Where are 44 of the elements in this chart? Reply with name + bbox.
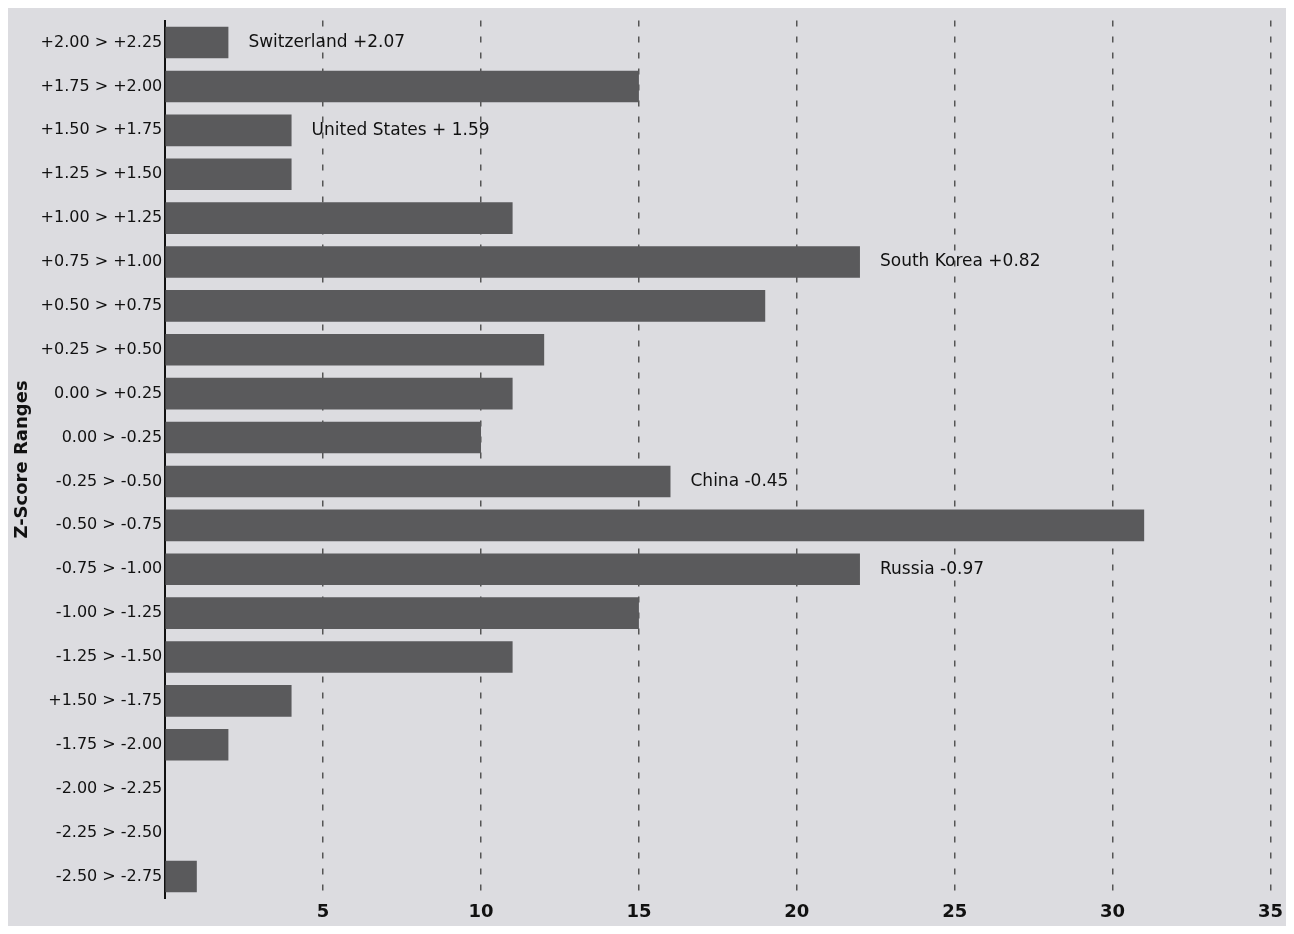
y-tick-label: -1.75 > -2.00 (55, 733, 163, 753)
y-tick-label: +1.75 > +2.00 (40, 75, 163, 95)
annotation: Russia -0.97 (879, 557, 985, 578)
y-tick-label: +0.50 > +0.75 (40, 295, 163, 315)
x-tick-label: 20 (784, 899, 810, 921)
x-tick-label: 30 (1100, 899, 1126, 921)
y-tick-label: -0.25 > -0.50 (55, 470, 163, 490)
annotation: South Korea +0.82 (879, 250, 1041, 271)
bar (165, 114, 292, 147)
x-tick-label: 5 (316, 899, 330, 921)
bar (165, 26, 229, 59)
y-tick-label: +1.50 > -1.75 (48, 690, 163, 710)
y-tick-label: -2.00 > -2.25 (55, 777, 163, 797)
bar (165, 465, 671, 498)
bar (165, 158, 292, 191)
y-tick-label: +1.25 > +1.50 (40, 163, 163, 183)
y-tick-label: -1.25 > -1.50 (55, 646, 163, 666)
y-tick-label: -2.25 > -2.50 (55, 821, 163, 841)
y-tick-label: +0.75 > +1.00 (40, 251, 163, 271)
x-tick-label: 10 (468, 899, 494, 921)
y-tick-label: +1.50 > +1.75 (40, 119, 163, 139)
bar (165, 290, 766, 322)
x-tick-label: 25 (942, 899, 968, 921)
annotation: United States + 1.59 (311, 118, 490, 139)
y-tick-label: -1.00 > -1.25 (55, 602, 163, 622)
bar (165, 860, 197, 893)
y-tick-label: -0.75 > -1.00 (55, 558, 163, 578)
y-tick-label: 0.00 > +0.25 (54, 382, 163, 402)
bar (165, 333, 545, 366)
y-tick-label: +0.25 > +0.50 (40, 338, 163, 358)
x-tick-label: 15 (626, 899, 652, 921)
y-tick-label: +1.00 > +1.25 (40, 207, 163, 227)
annotation: Switzerland +2.07 (248, 30, 406, 51)
annotation: China -0.45 (690, 469, 789, 490)
bar (165, 641, 513, 673)
y-tick-label: +2.00 > +2.25 (40, 31, 163, 51)
y-tick-label: -2.50 > -2.75 (55, 865, 163, 885)
y-axis-title: Z-Score Ranges (10, 380, 32, 539)
y-tick-label: -0.50 > -0.75 (55, 514, 163, 534)
bar (165, 509, 1145, 542)
x-tick-label: 35 (1257, 899, 1284, 921)
bar (165, 728, 229, 761)
bar (165, 685, 292, 717)
y-tick-label: 0.00 > -0.25 (61, 426, 163, 446)
